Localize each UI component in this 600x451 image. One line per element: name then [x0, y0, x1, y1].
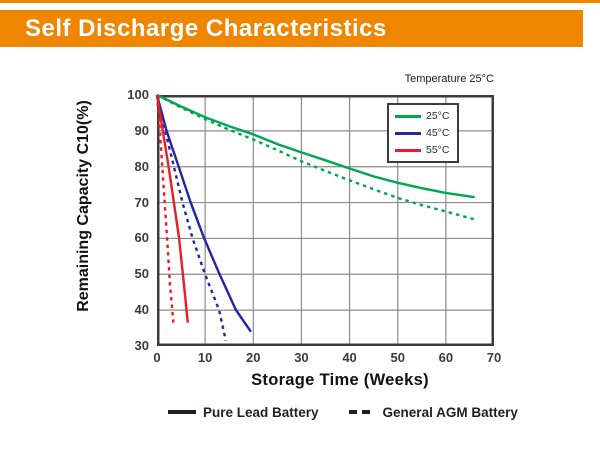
temperature-note: Temperature 25°C [404, 73, 494, 85]
series-55c-general-agm-battery [155, 94, 175, 323]
x-tick-label: 20 [246, 350, 261, 365]
legend-swatch-25c [395, 114, 421, 118]
legend-row-25c: 25°C [395, 108, 457, 124]
plot-svg [155, 93, 494, 346]
legend-row-45c: 45°C [395, 125, 457, 141]
dashed-line-swatch [348, 410, 375, 414]
legend-label-25c: 25°C [426, 110, 450, 122]
y-tick-label: 80 [134, 158, 149, 174]
y-tick-label: 70 [134, 194, 149, 210]
series-25c-pure-lead-battery [156, 93, 475, 199]
legend-row-55c: 55°C [395, 142, 457, 158]
legend-label-45c: 45°C [426, 127, 450, 139]
plot-border [157, 95, 494, 346]
y-tick-label: 30 [134, 338, 149, 353]
x-tick-label: 50 [390, 350, 405, 365]
solid-line-label: Pure Lead Battery [203, 404, 319, 420]
series-45c-general-agm-battery [155, 94, 227, 341]
y-tick-label: 60 [134, 230, 149, 246]
y-tick-label: 90 [134, 122, 149, 138]
page-title: Self Discharge Characteristics [25, 14, 387, 42]
x-tick-label: 30 [294, 350, 309, 365]
x-tick-label: 70 [486, 350, 502, 365]
y-axis-title: Remaining Capacity C10(%) [75, 100, 92, 312]
legend-label-55c: 55°C [426, 144, 450, 156]
temperature-legend: 25°C 45°C 55°C [387, 103, 459, 163]
dashed-line-label: General AGM Battery [382, 404, 518, 420]
title-banner: Self Discharge Characteristics [0, 10, 583, 47]
legend-swatch-45c [395, 131, 421, 135]
legend-swatch-55c [395, 148, 421, 152]
y-tick-label: 100 [127, 87, 149, 102]
x-tick-label: 10 [197, 350, 213, 365]
top-accent-strip [0, 0, 600, 3]
series-55c-pure-lead-battery [155, 94, 189, 323]
x-tick-label: 60 [438, 350, 454, 365]
x-tick-label: 40 [342, 350, 357, 365]
x-axis-title: Storage Time (Weeks) [251, 371, 429, 389]
y-tick-label: 50 [134, 266, 149, 282]
series-45c-pure-lead-battery [155, 94, 252, 333]
solid-line-swatch [168, 410, 196, 414]
x-tick-label: 0 [153, 350, 161, 365]
y-tick-label: 40 [134, 302, 149, 318]
line-style-legend: Pure Lead Battery General AGM Battery [168, 403, 518, 421]
